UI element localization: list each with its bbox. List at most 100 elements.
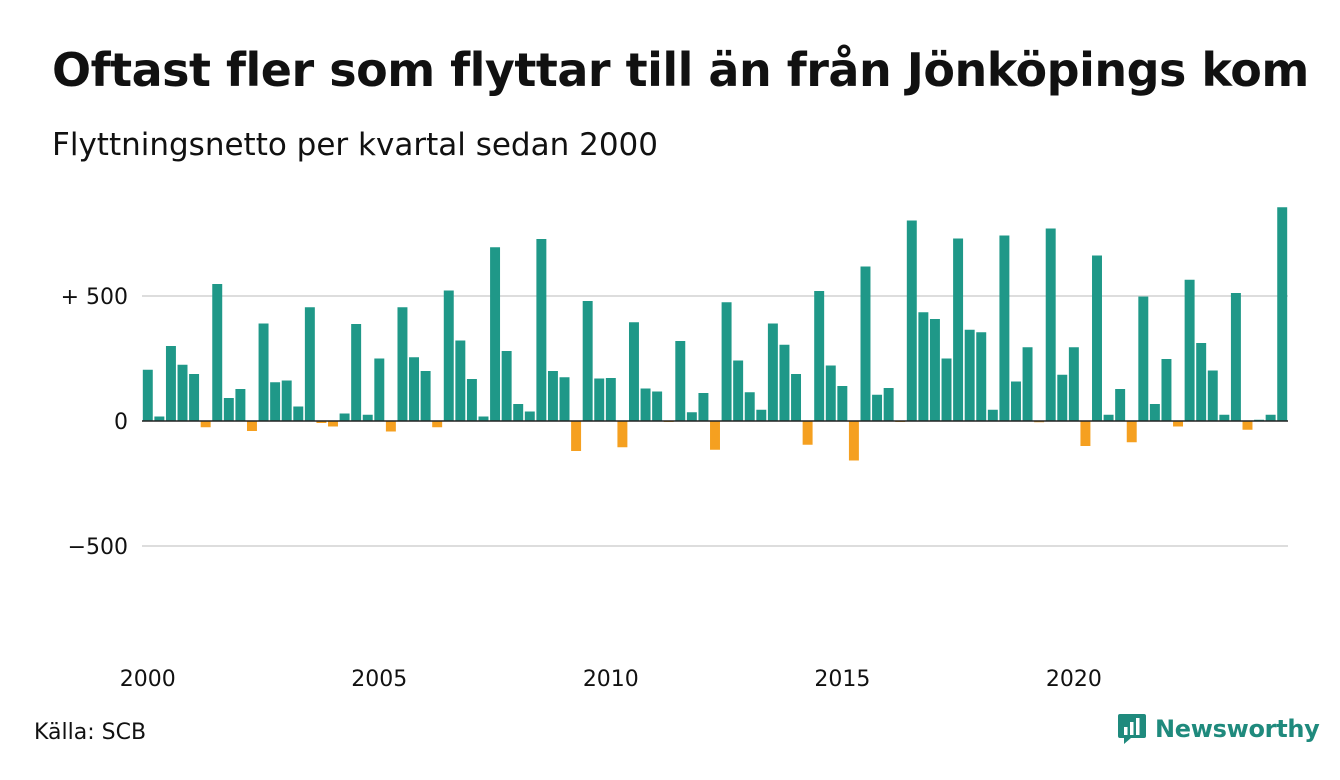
- bar: [1184, 279, 1195, 421]
- bar: [501, 351, 512, 421]
- bar: [733, 360, 744, 421]
- bar: [860, 266, 871, 421]
- bar: [571, 421, 582, 451]
- bar: [1173, 421, 1184, 427]
- bar: [270, 382, 281, 421]
- x-tick-label: 2015: [814, 667, 870, 692]
- bar: [397, 307, 408, 421]
- x-axis-labels: 2000 2005 2010 2015 2020: [120, 667, 1102, 692]
- bar: [941, 358, 952, 421]
- bar: [385, 421, 396, 432]
- bar: [1022, 347, 1033, 421]
- bar: [328, 421, 338, 427]
- bar: [999, 235, 1010, 421]
- bar: [432, 421, 443, 428]
- bar: [1103, 414, 1114, 421]
- chart-subtitle: Flyttningsnetto per kvartal sedan 2000: [52, 127, 658, 163]
- brand-name: Newsworthy: [1155, 715, 1320, 743]
- bar: [1092, 255, 1102, 421]
- bar: [142, 369, 153, 421]
- bar-chart: + 500 0 −500 2000 2005 2010 2015 2020: [61, 207, 1288, 692]
- bar: [1230, 293, 1241, 421]
- bar: [1080, 421, 1091, 446]
- x-tick-label: 2005: [351, 667, 407, 692]
- brand-logo: Newsworthy: [1117, 712, 1320, 746]
- bar: [1242, 421, 1253, 430]
- bar: [582, 301, 593, 421]
- bar: [594, 378, 605, 421]
- bar: [559, 377, 570, 421]
- source-note: Källa: SCB: [34, 720, 147, 745]
- bar: [455, 340, 466, 421]
- y-axis-labels: + 500 0 −500: [61, 285, 128, 560]
- bar: [1161, 359, 1172, 421]
- bar: [374, 358, 385, 421]
- bar: [316, 421, 327, 423]
- bar: [953, 238, 964, 421]
- x-tick-label: 2000: [120, 667, 176, 692]
- bar: [1068, 347, 1079, 421]
- bar: [258, 323, 269, 421]
- bar: [698, 393, 709, 421]
- bar: [628, 322, 639, 421]
- bar: [362, 414, 373, 421]
- bar: [246, 421, 257, 431]
- bar: [918, 312, 929, 421]
- bar: [640, 388, 651, 421]
- bar: [443, 290, 454, 421]
- bar: [883, 388, 894, 421]
- bar: [351, 324, 362, 421]
- bar: [652, 391, 663, 421]
- bar: [686, 412, 697, 421]
- bar: [154, 416, 165, 421]
- bar: [721, 302, 732, 421]
- bar: [906, 220, 917, 421]
- bar: [848, 421, 859, 461]
- bar: [825, 365, 836, 421]
- bar: [779, 344, 790, 421]
- bar: [1045, 228, 1056, 421]
- bar: [1265, 414, 1276, 421]
- bar: [490, 247, 501, 421]
- bar: [1126, 421, 1137, 443]
- bar: [1115, 389, 1126, 421]
- bar: [524, 411, 535, 421]
- x-tick-label: 2010: [583, 667, 639, 692]
- bar: [710, 421, 720, 450]
- bar: [767, 323, 778, 421]
- bar: [605, 378, 616, 421]
- bar: [1010, 381, 1021, 421]
- bar: [929, 319, 940, 421]
- bar: [200, 421, 211, 428]
- bar: [281, 380, 292, 421]
- bar: [976, 332, 987, 421]
- bar: [536, 239, 547, 421]
- bar: [675, 341, 686, 421]
- bar: [223, 398, 234, 421]
- bar: [235, 389, 246, 421]
- bar: [1277, 207, 1288, 421]
- bar: [617, 421, 628, 448]
- bar: [547, 371, 558, 421]
- y-tick-label: 0: [114, 410, 128, 435]
- bar: [1219, 414, 1230, 421]
- bar: [293, 406, 304, 421]
- bar: [177, 364, 188, 421]
- bar: [304, 307, 315, 421]
- bar: [189, 374, 200, 421]
- x-tick-label: 2020: [1046, 667, 1102, 692]
- bar: [466, 379, 477, 421]
- bar-chart-speech-bubble-icon: [1118, 714, 1146, 744]
- bar: [513, 404, 524, 421]
- y-tick-label: + 500: [61, 285, 128, 310]
- bar: [1057, 374, 1068, 421]
- bar: [964, 329, 975, 421]
- bar: [744, 392, 755, 421]
- bar: [1138, 296, 1149, 421]
- y-tick-label: −500: [68, 535, 128, 560]
- bar: [791, 374, 802, 421]
- bar: [420, 371, 431, 421]
- bar: [478, 416, 489, 421]
- bar: [1196, 343, 1207, 421]
- bar: [165, 346, 176, 421]
